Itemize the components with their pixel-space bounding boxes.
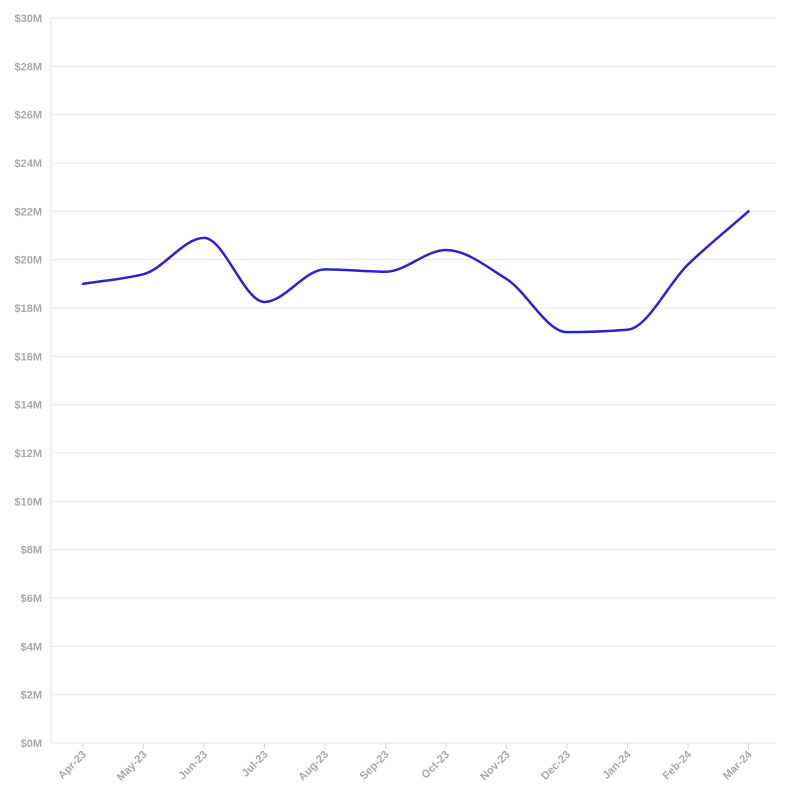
data-point (201, 235, 207, 241)
x-tick-label: Jan-24 (600, 748, 634, 782)
x-axis-ticks: Apr-23 May-23 Jun-23 Jul-23 Aug-23 Sep-23 Oct-… (56, 743, 755, 783)
y-tick-label: $30M (14, 13, 42, 25)
y-tick-label: $12M (14, 448, 42, 460)
data-point (80, 281, 86, 287)
y-tick-label: $4M (21, 641, 42, 653)
x-tick-label: Jul-23 (240, 749, 271, 780)
y-tick-label: $16M (14, 351, 42, 363)
y-tick-label: $18M (14, 303, 42, 315)
data-point (141, 271, 147, 277)
x-tick-label: Aug-23 (296, 749, 331, 784)
y-tick-label: $22M (14, 206, 42, 218)
x-tick-label: Jun-23 (177, 749, 211, 783)
y-tick-label: $0M (21, 738, 42, 750)
x-tick-label: Feb-24 (661, 748, 695, 782)
x-tick-label: Sep-23 (358, 749, 392, 783)
data-point (564, 329, 570, 335)
y-tick-label: $6M (21, 593, 42, 605)
series-line (81, 210, 750, 334)
y-tick-label: $10M (14, 496, 42, 508)
y-tick-label: $24M (14, 158, 42, 170)
x-tick-label: May-23 (115, 749, 150, 784)
data-point (685, 262, 691, 268)
y-tick-label: $14M (14, 400, 42, 412)
x-tick-label: Apr-23 (56, 749, 89, 782)
x-tick-label: Dec-23 (539, 749, 573, 783)
grid-lines (50, 17, 776, 744)
x-tick-label: Oct-23 (419, 749, 452, 782)
y-tick-label: $2M (21, 690, 42, 702)
data-point (443, 247, 449, 253)
y-tick-label: $26M (14, 110, 42, 122)
series-layer (80, 208, 752, 335)
data-point (504, 276, 510, 282)
data-point (625, 327, 631, 333)
y-tick-label: $28M (14, 61, 42, 73)
data-point (746, 208, 752, 214)
data-point (383, 269, 389, 275)
x-tick-label: Nov-23 (478, 749, 512, 783)
data-point (262, 299, 268, 305)
y-tick-label: $8M (21, 545, 42, 557)
x-tick-label: Mar-24 (721, 748, 755, 782)
y-tick-label: $20M (14, 255, 42, 267)
y-axis-ticks: $0M $2M $4M $6M $8M $10M $12M $14M $16M $18M $20M $… (14, 13, 42, 750)
data-point (322, 266, 328, 272)
